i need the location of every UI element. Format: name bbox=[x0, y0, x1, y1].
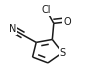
Text: N: N bbox=[9, 24, 16, 34]
Text: O: O bbox=[63, 17, 71, 27]
Text: Cl: Cl bbox=[42, 5, 51, 15]
Text: S: S bbox=[59, 48, 66, 58]
